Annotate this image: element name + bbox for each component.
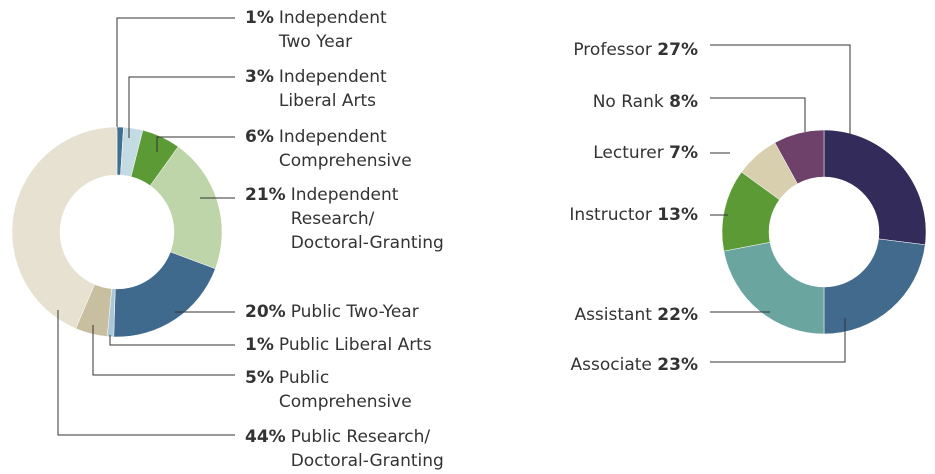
category-label: Public Liberal Arts (278, 335, 432, 355)
slice-label: Instructor 13% (398, 203, 698, 227)
donut-slice (723, 242, 825, 335)
value-label: 3% (245, 67, 274, 87)
leader-line (710, 318, 846, 363)
leader-line (128, 76, 235, 138)
category-label: Independent Two Year (278, 8, 387, 52)
slice-label: 5% Public Comprehensive (245, 366, 412, 414)
slice-label: 44% Public Research/ Doctoral-Granting (245, 425, 444, 473)
slice-label: Professor 27% (398, 38, 698, 62)
donut-slice (11, 126, 118, 329)
category-label: No Rank (592, 92, 664, 112)
slice-label: 20% Public Two-Year (245, 300, 419, 324)
value-label: 20% (245, 302, 286, 322)
leader-line (57, 310, 235, 436)
slice-label: Assistant 22% (398, 303, 698, 327)
slice-label: Associate 23% (398, 353, 698, 377)
value-label: 5% (245, 368, 274, 388)
category-label: Public Research/ Doctoral-Granting (290, 427, 444, 471)
category-label: Independent Comprehensive (278, 127, 412, 171)
category-label: Lecturer (593, 143, 664, 163)
donut-slice (823, 238, 926, 335)
value-label: 23% (657, 355, 698, 375)
leader-line (156, 136, 235, 152)
slice-label: No Rank 8% (398, 90, 698, 114)
category-label: Independent Liberal Arts (278, 67, 387, 111)
value-label: 6% (245, 127, 274, 147)
slice-label: 1% Independent Two Year (245, 6, 387, 54)
category-label: Independent Research/ Doctoral-Granting (290, 185, 444, 253)
slice-label: 1% Public Liberal Arts (245, 333, 432, 357)
leader-line (109, 335, 235, 346)
value-label: 1% (245, 335, 274, 355)
donut-slice (823, 129, 927, 246)
category-label: Associate (570, 355, 652, 375)
leader-line (116, 17, 235, 130)
leader-line (92, 325, 235, 376)
donut-slice (774, 129, 825, 185)
donut-slice (149, 146, 223, 270)
value-label: 7% (669, 143, 698, 163)
donut-slice (113, 251, 216, 338)
category-label: Public Two-Year (290, 302, 419, 322)
value-label: 27% (657, 40, 698, 60)
slice-label: 6% Independent Comprehensive (245, 125, 412, 173)
leader-line (710, 97, 806, 132)
leader-line (710, 44, 851, 135)
category-label: Instructor (569, 205, 652, 225)
value-label: 13% (657, 205, 698, 225)
category-label: Public Comprehensive (278, 368, 412, 412)
category-label: Assistant (574, 305, 652, 325)
slice-label: Lecturer 7% (398, 141, 698, 165)
value-label: 21% (245, 185, 286, 205)
value-label: 22% (657, 305, 698, 325)
category-label: Professor (573, 40, 652, 60)
slice-label: 21% Independent Research/ Doctoral-Granti… (245, 183, 444, 255)
value-label: 8% (669, 92, 698, 112)
value-label: 44% (245, 427, 286, 447)
slice-label: 3% Independent Liberal Arts (245, 65, 387, 113)
value-label: 1% (245, 8, 274, 28)
